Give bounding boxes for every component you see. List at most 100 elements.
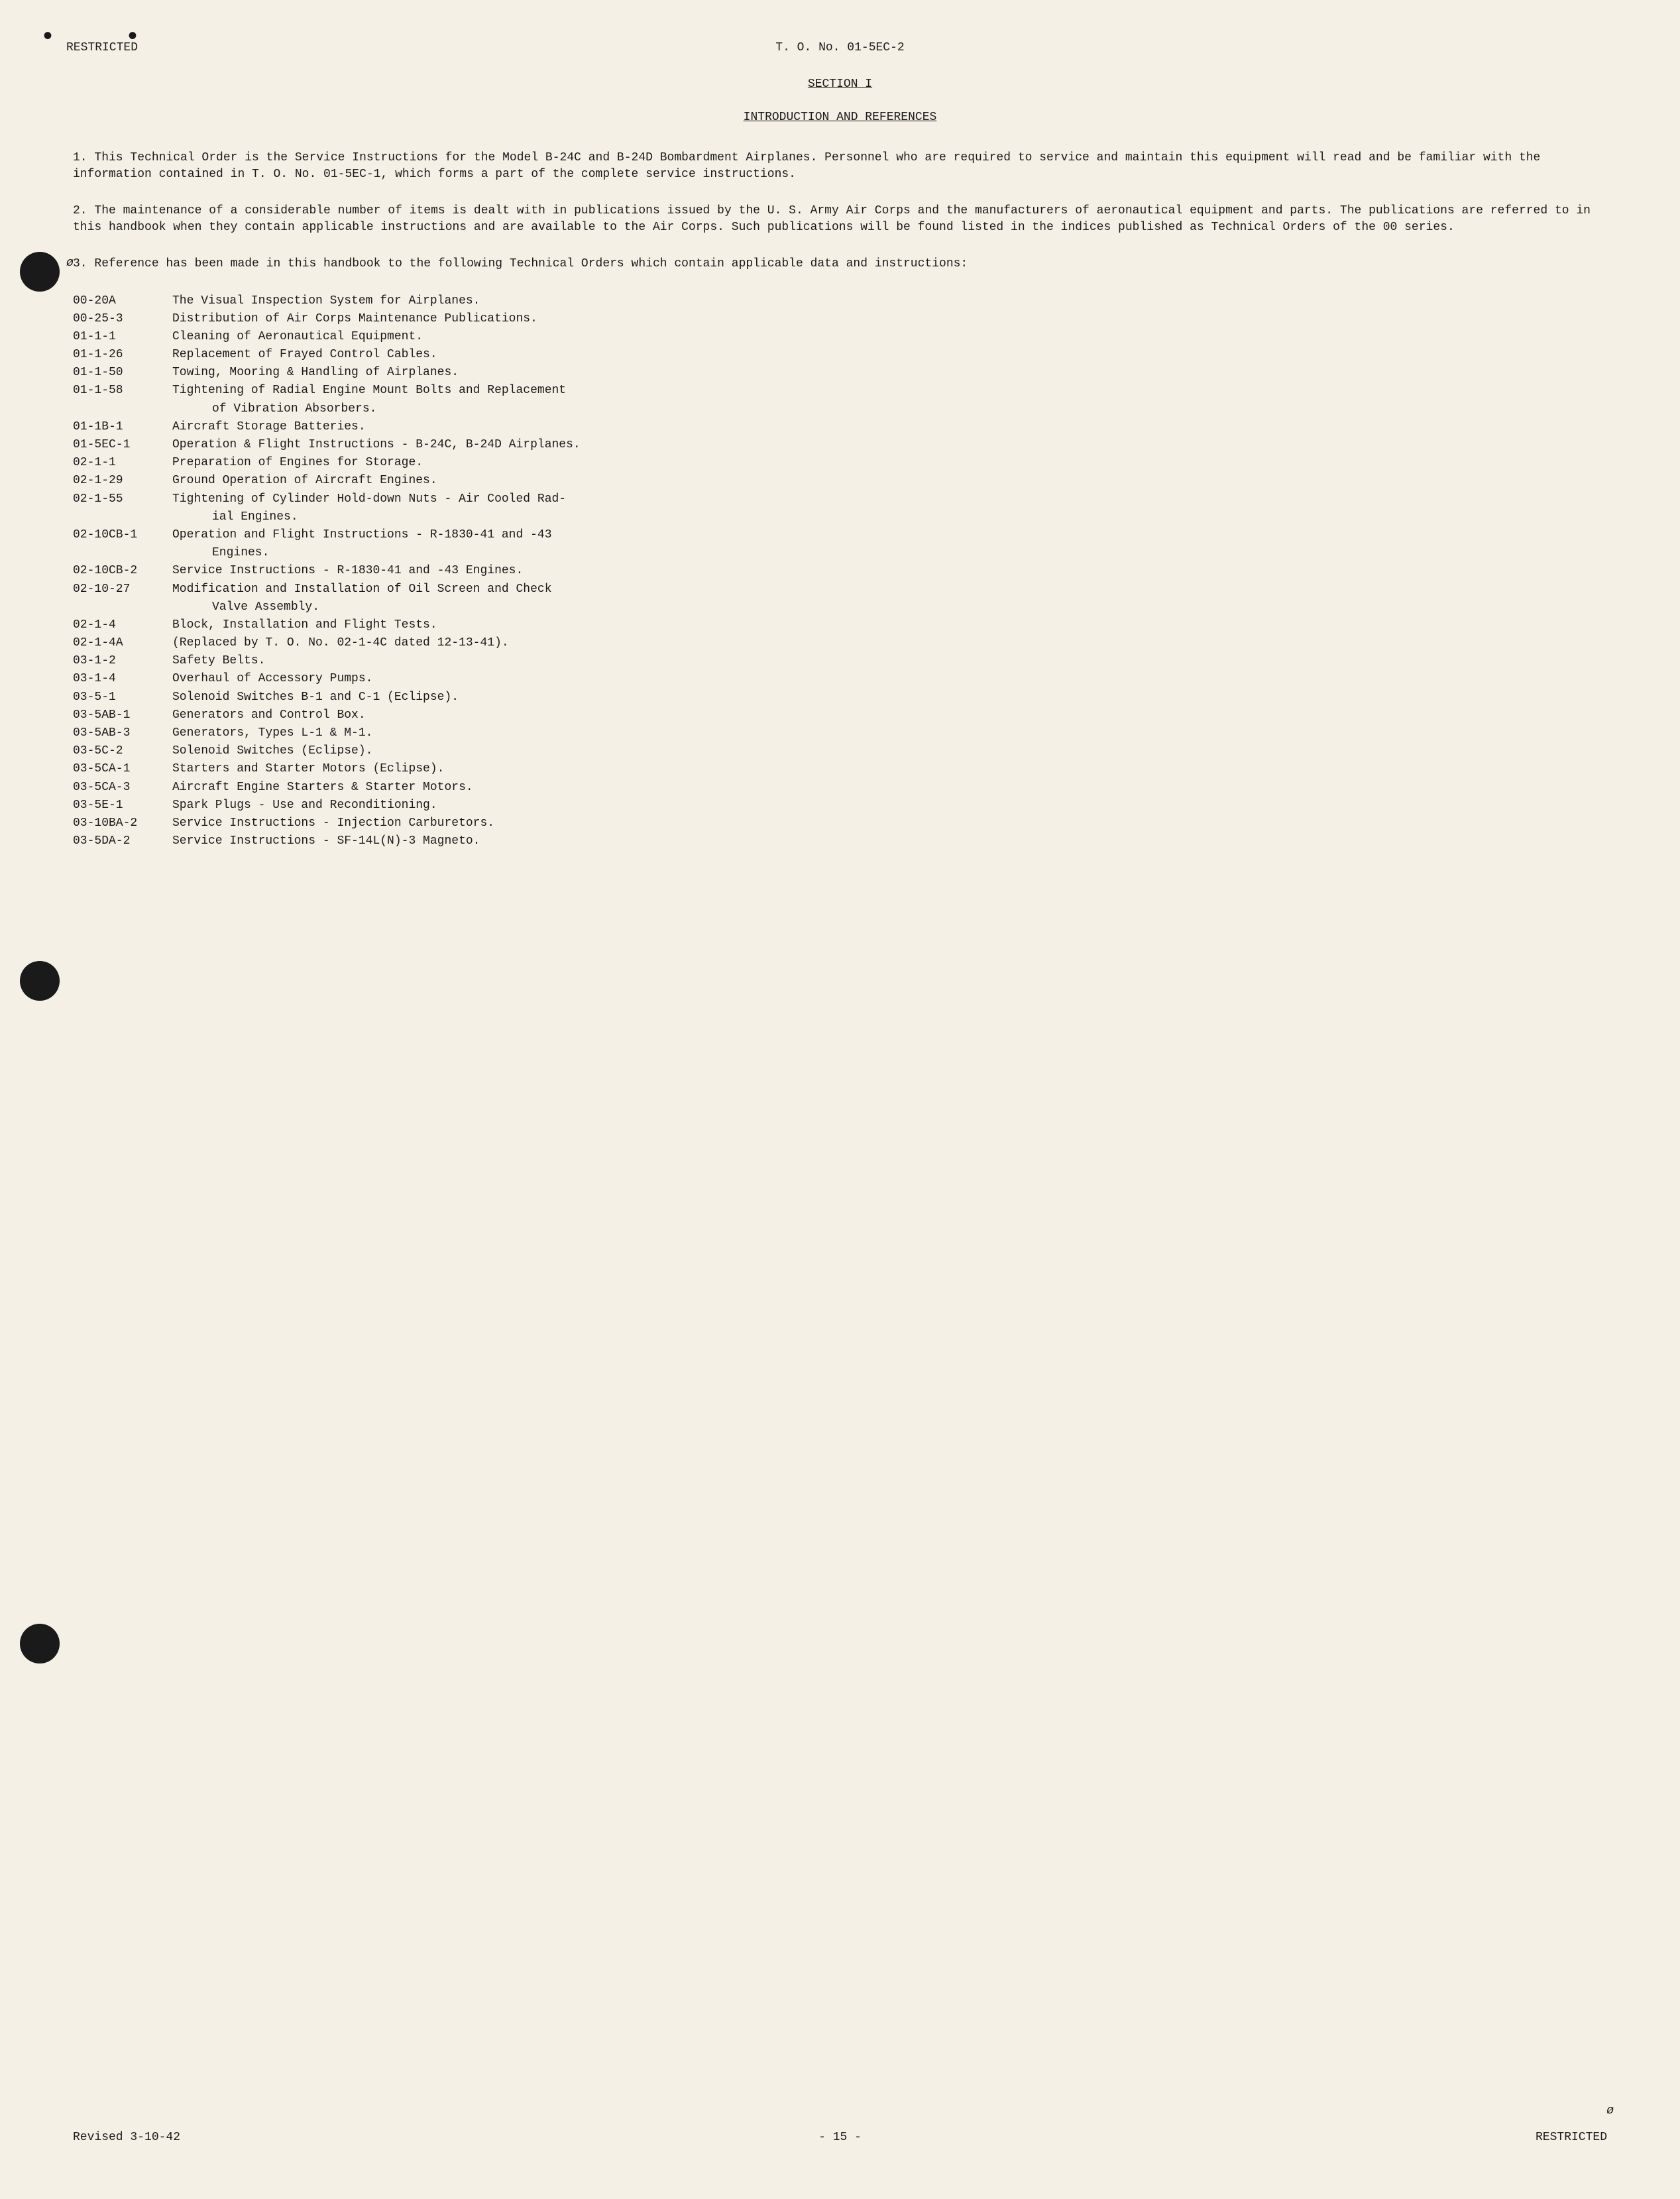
classification-footer: RESTRICTED (1095, 2129, 1607, 2146)
reference-code: 03-5CA-3 (73, 779, 172, 796)
header-row: RESTRICTED T. O. No. 01-5EC-2 (53, 40, 1627, 56)
reference-row: 02-10-27Modification and Installation of… (73, 581, 1607, 598)
punch-hole-1 (20, 252, 60, 292)
reference-description: Replacement of Frayed Control Cables. (172, 347, 1607, 363)
reference-row: 01-1-58Tightening of Radial Engine Mount… (73, 382, 1607, 399)
reference-code: 01-1-26 (73, 347, 172, 363)
reference-description: Spark Plugs - Use and Reconditioning. (172, 797, 1607, 814)
reference-description: of Vibration Absorbers. (172, 401, 1607, 418)
reference-row: 02-1-1Preparation of Engines for Storage… (73, 455, 1607, 471)
reference-row: 02-1-4Block, Installation and Flight Tes… (73, 617, 1607, 634)
reference-description: Generators and Control Box. (172, 707, 1607, 724)
section-title: INTRODUCTION AND REFERENCES (53, 109, 1627, 126)
phi-mark-left: ø (66, 255, 74, 272)
reference-description: Safety Belts. (172, 653, 1607, 669)
reference-code: 02-1-55 (73, 491, 172, 508)
reference-description: (Replaced by T. O. No. 02-1-4C dated 12-… (172, 635, 1607, 651)
reference-description: Operation and Flight Instructions - R-18… (172, 527, 1607, 543)
reference-code: 03-5CA-1 (73, 761, 172, 777)
reference-description: The Visual Inspection System for Airplan… (172, 293, 1607, 310)
reference-code: 01-1-58 (73, 382, 172, 399)
reference-description: Ground Operation of Aircraft Engines. (172, 473, 1607, 489)
reference-description: Service Instructions - Injection Carbure… (172, 815, 1607, 832)
reference-row: 03-5AB-3Generators, Types L-1 & M-1. (73, 725, 1607, 742)
reference-row: 03-5CA-1Starters and Starter Motors (Ecl… (73, 761, 1607, 777)
punch-hole-3 (20, 1624, 60, 1663)
reference-code: 01-1-50 (73, 365, 172, 381)
footer-row: Revised 3-10-42 - 15 - RESTRICTED (53, 2129, 1627, 2146)
reference-description: Overhaul of Accessory Pumps. (172, 671, 1607, 687)
reference-code: 02-10-27 (73, 581, 172, 598)
reference-row: 03-5DA-2Service Instructions - SF-14L(N)… (73, 833, 1607, 850)
reference-code: 03-5E-1 (73, 797, 172, 814)
reference-row: 02-10CB-2Service Instructions - R-1830-4… (73, 563, 1607, 579)
reference-description: ial Engines. (172, 509, 1607, 526)
reference-row: of Vibration Absorbers. (73, 401, 1607, 418)
reference-row: 03-5AB-1Generators and Control Box. (73, 707, 1607, 724)
reference-description: Solenoid Switches B-1 and C-1 (Eclipse). (172, 689, 1607, 706)
paragraph-3: 3. Reference has been made in this handb… (53, 256, 1627, 272)
document-number: T. O. No. 01-5EC-2 (582, 40, 1097, 56)
reference-row: 03-1-2Safety Belts. (73, 653, 1607, 669)
reference-code: 01-5EC-1 (73, 437, 172, 453)
reference-description: Block, Installation and Flight Tests. (172, 617, 1607, 634)
reference-row: 01-1-1Cleaning of Aeronautical Equipment… (73, 329, 1607, 345)
reference-row: Engines. (73, 545, 1607, 561)
reference-row: 03-10BA-2Service Instructions - Injectio… (73, 815, 1607, 832)
reference-row: 02-10CB-1Operation and Flight Instructio… (73, 527, 1607, 543)
reference-code: 02-10CB-2 (73, 563, 172, 579)
reference-description: Towing, Mooring & Handling of Airplanes. (172, 365, 1607, 381)
reference-code: 00-25-3 (73, 311, 172, 327)
phi-mark-right: ø (1606, 2103, 1614, 2119)
reference-description: Aircraft Engine Starters & Starter Motor… (172, 779, 1607, 796)
reference-row: 01-1-50Towing, Mooring & Handling of Air… (73, 365, 1607, 381)
reference-row: 03-1-4Overhaul of Accessory Pumps. (73, 671, 1607, 687)
page-number: - 15 - (585, 2129, 1096, 2146)
section-number: SECTION I (53, 76, 1627, 93)
reference-code (73, 545, 172, 561)
reference-code: 03-5AB-3 (73, 725, 172, 742)
header-right-spacer (1098, 40, 1614, 56)
reference-code: 00-20A (73, 293, 172, 310)
reference-row: 03-5-1Solenoid Switches B-1 and C-1 (Ecl… (73, 689, 1607, 706)
reference-description: Preparation of Engines for Storage. (172, 455, 1607, 471)
reference-description: Tightening of Radial Engine Mount Bolts … (172, 382, 1607, 399)
reference-code (73, 509, 172, 526)
reference-row: 03-5C-2Solenoid Switches (Eclipse). (73, 743, 1607, 760)
reference-code: 03-1-4 (73, 671, 172, 687)
reference-code: 03-5AB-1 (73, 707, 172, 724)
paragraph-1: 1. This Technical Order is the Service I… (53, 150, 1627, 183)
reference-code: 03-5DA-2 (73, 833, 172, 850)
reference-description: Engines. (172, 545, 1607, 561)
reference-row: 03-5CA-3Aircraft Engine Starters & Start… (73, 779, 1607, 796)
reference-description: Solenoid Switches (Eclipse). (172, 743, 1607, 760)
reference-description: Service Instructions - R-1830-41 and -43… (172, 563, 1607, 579)
reference-row: 02-1-29Ground Operation of Aircraft Engi… (73, 473, 1607, 489)
reference-description: Valve Assembly. (172, 599, 1607, 616)
reference-description: Service Instructions - SF-14L(N)-3 Magne… (172, 833, 1607, 850)
reference-row: 01-1B-1Aircraft Storage Batteries. (73, 419, 1607, 435)
reference-description: Generators, Types L-1 & M-1. (172, 725, 1607, 742)
reference-description: Cleaning of Aeronautical Equipment. (172, 329, 1607, 345)
reference-description: Distribution of Air Corps Maintenance Pu… (172, 311, 1607, 327)
reference-code: 02-1-4 (73, 617, 172, 634)
reference-row: 02-1-55Tightening of Cylinder Hold-down … (73, 491, 1607, 508)
reference-code: 02-1-1 (73, 455, 172, 471)
reference-code (73, 599, 172, 616)
reference-description: Aircraft Storage Batteries. (172, 419, 1607, 435)
reference-code: 01-1-1 (73, 329, 172, 345)
reference-code: 03-1-2 (73, 653, 172, 669)
reference-code: 03-10BA-2 (73, 815, 172, 832)
reference-row: 02-1-4A(Replaced by T. O. No. 02-1-4C da… (73, 635, 1607, 651)
reference-code: 03-5C-2 (73, 743, 172, 760)
reference-row: 01-1-26Replacement of Frayed Control Cab… (73, 347, 1607, 363)
paragraph-2: 2. The maintenance of a considerable num… (53, 203, 1627, 236)
reference-row: 01-5EC-1Operation & Flight Instructions … (73, 437, 1607, 453)
reference-row: 03-5E-1Spark Plugs - Use and Recondition… (73, 797, 1607, 814)
reference-code: 02-10CB-1 (73, 527, 172, 543)
top-dots: • • (40, 20, 167, 57)
reference-list: 00-20AThe Visual Inspection System for A… (53, 293, 1627, 850)
reference-row: ial Engines. (73, 509, 1607, 526)
reference-row: 00-25-3Distribution of Air Corps Mainten… (73, 311, 1607, 327)
reference-description: Tightening of Cylinder Hold-down Nuts - … (172, 491, 1607, 508)
